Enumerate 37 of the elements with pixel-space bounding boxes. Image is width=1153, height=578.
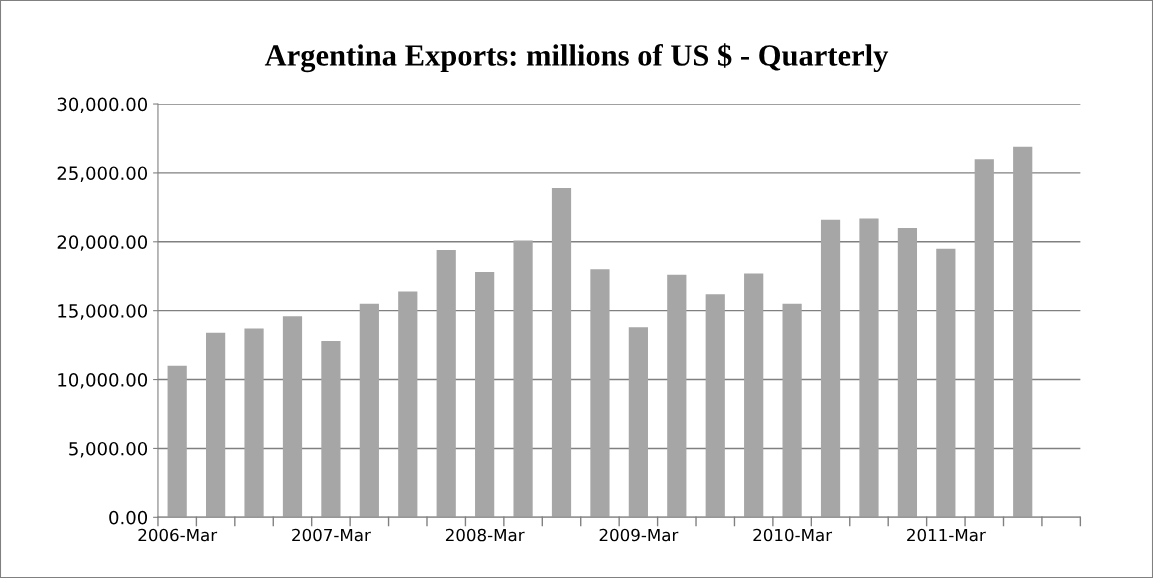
x-tick-label: 2006-Mar — [138, 528, 218, 542]
y-tick-label: 10,000.00 — [58, 373, 148, 389]
y-tick-label: 30,000.00 — [57, 97, 148, 113]
bar — [282, 316, 303, 518]
bar — [936, 248, 956, 518]
bar — [398, 291, 418, 518]
bar — [321, 340, 341, 518]
x-tick-label: 2010-Mar — [753, 528, 833, 542]
bar — [359, 303, 379, 518]
y-tick-label: 20,000.00 — [57, 235, 148, 251]
bar — [782, 303, 802, 518]
bar — [667, 274, 687, 518]
bar — [859, 218, 879, 518]
y-tick-label: 25,000.00 — [57, 166, 148, 182]
chart-title: Argentina Exports: millions of US $ - Quarterly — [264, 43, 889, 73]
bar — [628, 327, 648, 518]
bar — [744, 273, 764, 518]
bar — [167, 365, 187, 518]
bar — [897, 228, 918, 518]
x-tick-label: 2007-Mar — [292, 528, 371, 542]
y-tick-label: 5,000.00 — [69, 441, 148, 458]
x-tick-label: 2008-Mar — [445, 528, 525, 542]
bar — [513, 240, 533, 518]
bar — [974, 159, 994, 518]
x-tick-label: 2011-Mar — [907, 528, 986, 542]
y-tick-label: 0.00 — [109, 510, 148, 525]
x-tick-label: 2009-Mar — [599, 528, 679, 542]
bar — [705, 294, 725, 518]
bar — [551, 188, 572, 518]
bar — [475, 272, 495, 518]
bar — [206, 332, 226, 518]
bar — [244, 328, 264, 518]
bar — [436, 250, 456, 518]
bar — [590, 269, 610, 518]
y-tick-label: 15,000.00 — [58, 304, 148, 320]
bar — [1013, 146, 1033, 518]
bar — [820, 219, 841, 518]
